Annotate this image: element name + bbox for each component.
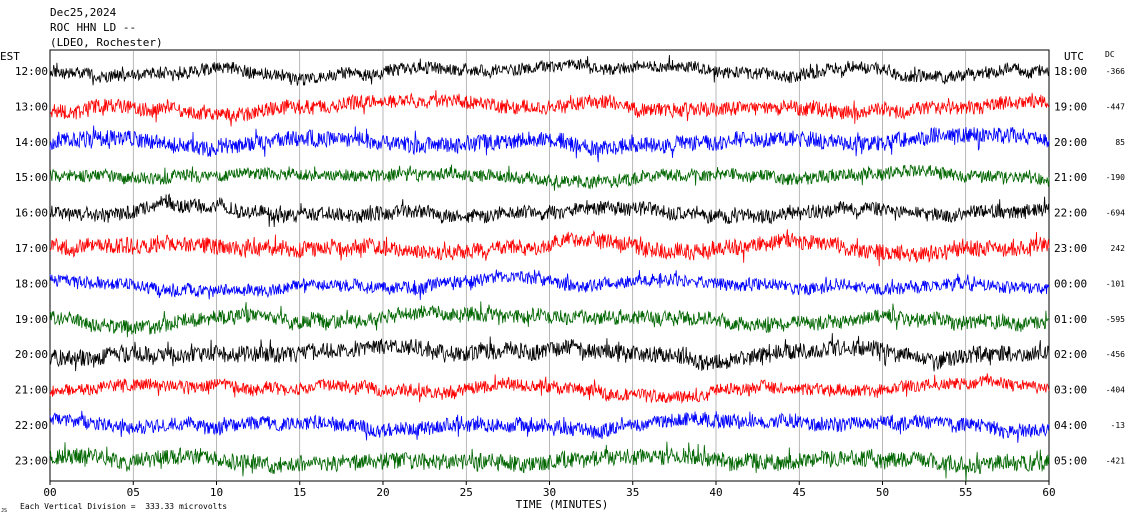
row-labels: 12:00 18:00 -366 13:00 19:00 -447 14:00 20:00 85… — [15, 65, 1125, 467]
x-axis-label: TIME (MINUTES) — [516, 498, 609, 511]
corner-mark: JS — [1, 508, 7, 514]
dc-offset-label: -456 — [1106, 350, 1125, 359]
dc-offset-label: -101 — [1106, 279, 1125, 288]
est-hour-label: 14:00 — [15, 136, 48, 149]
dc-offset-label: 85 — [1115, 138, 1125, 147]
vertical-gridlines — [132, 50, 967, 481]
seismic-traces — [49, 54, 1050, 482]
utc-hour-label: 05:00 — [1054, 454, 1087, 467]
dc-offset-label: -421 — [1106, 456, 1125, 465]
x-tick-label: 45 — [793, 486, 806, 499]
trace-line — [49, 90, 1050, 127]
utc-hour-label: 01:00 — [1054, 313, 1087, 326]
trace-line — [49, 125, 1050, 163]
utc-hour-label: 23:00 — [1054, 242, 1087, 255]
trace-line — [49, 229, 1050, 267]
x-tick-label: 50 — [876, 486, 889, 499]
est-hour-label: 19:00 — [15, 313, 48, 326]
x-axis-ticks: 00 05 10 15 20 25 30 35 40 45 50 55 60 — [43, 481, 1056, 499]
trace-line — [49, 54, 1050, 86]
est-hour-label: 16:00 — [15, 207, 48, 220]
dc-offset-label: -190 — [1106, 173, 1125, 182]
x-tick-label: 20 — [376, 486, 389, 499]
utc-hour-label: 19:00 — [1054, 100, 1087, 113]
est-hour-label: 20:00 — [15, 348, 48, 361]
est-hour-label: 18:00 — [15, 277, 48, 290]
x-tick-label: 15 — [293, 486, 306, 499]
x-tick-label: 40 — [709, 486, 722, 499]
trace-line — [49, 410, 1050, 443]
x-tick-label: 25 — [460, 486, 473, 499]
est-hour-label: 17:00 — [15, 242, 48, 255]
dc-offset-label: -595 — [1106, 315, 1125, 324]
trace-line — [49, 193, 1050, 228]
network-label: (LDEO, Rochester) — [50, 36, 163, 49]
x-tick-label: 35 — [626, 486, 639, 499]
utc-hour-label: 18:00 — [1054, 65, 1087, 78]
date-label: Dec25,2024 — [50, 6, 117, 19]
utc-hour-label: 22:00 — [1054, 207, 1087, 220]
x-tick-label: 60 — [1042, 486, 1055, 499]
utc-hour-label: 20:00 — [1054, 136, 1087, 149]
dc-offset-label: -447 — [1106, 102, 1125, 111]
dc-offset-label: 242 — [1111, 244, 1126, 253]
x-tick-label: 30 — [543, 486, 556, 499]
scale-note: Each Vertical Division = 333.33 microvol… — [20, 502, 227, 511]
x-tick-label: 05 — [127, 486, 140, 499]
dc-column-title: DC — [1105, 50, 1115, 59]
dc-offset-label: -694 — [1106, 209, 1125, 218]
dc-offset-label: -404 — [1106, 386, 1125, 395]
trace-line — [49, 373, 1050, 404]
est-hour-label: 13:00 — [15, 100, 48, 113]
x-tick-label: 10 — [210, 486, 223, 499]
trace-line — [49, 269, 1050, 300]
left-axis-title: EST — [0, 50, 20, 63]
dc-offset-label: -366 — [1106, 67, 1125, 76]
utc-hour-label: 00:00 — [1054, 277, 1087, 290]
trace-line — [49, 333, 1050, 372]
utc-hour-label: 03:00 — [1054, 384, 1087, 397]
est-hour-label: 22:00 — [15, 419, 48, 432]
x-tick-label: 55 — [959, 486, 972, 499]
x-tick-label: 00 — [43, 486, 56, 499]
est-hour-label: 23:00 — [15, 454, 48, 467]
utc-hour-label: 02:00 — [1054, 348, 1087, 361]
trace-line — [49, 441, 1050, 482]
station-label: ROC HHN LD -- — [50, 21, 136, 34]
utc-hour-label: 21:00 — [1054, 171, 1087, 184]
est-hour-label: 15:00 — [15, 171, 48, 184]
trace-line — [49, 301, 1050, 338]
dc-offset-label: -13 — [1111, 421, 1126, 430]
est-hour-label: 12:00 — [15, 65, 48, 78]
right-axis-title: UTC — [1064, 50, 1084, 63]
est-hour-label: 21:00 — [15, 384, 48, 397]
utc-hour-label: 04:00 — [1054, 419, 1087, 432]
trace-line — [49, 164, 1050, 191]
